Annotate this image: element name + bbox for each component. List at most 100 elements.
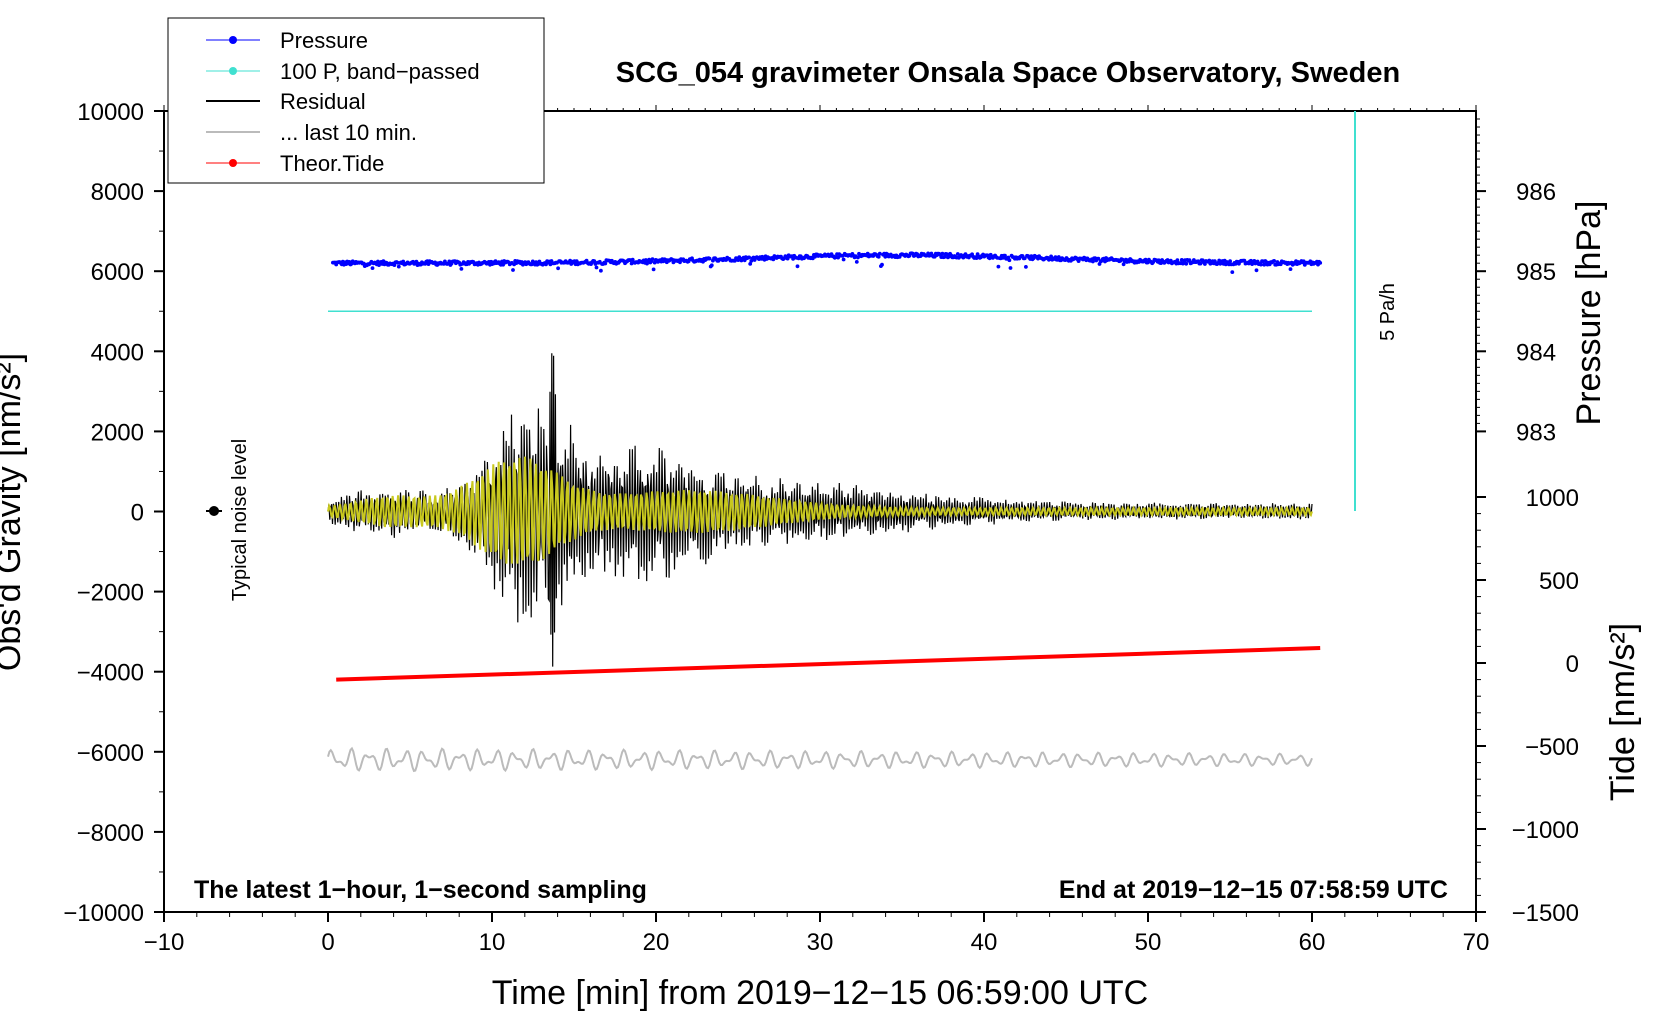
x-tick-label: 0 xyxy=(321,929,334,956)
x-tick-label: 10 xyxy=(479,929,506,956)
x-tick-label: 50 xyxy=(1135,929,1162,956)
tide-tick-label: −500 xyxy=(1525,734,1579,761)
pressure-point xyxy=(942,255,947,259)
rate-bar-label: 5 Pa/h xyxy=(1377,283,1399,341)
pressure-point xyxy=(880,262,884,267)
y-tick-label: −2000 xyxy=(77,580,144,607)
end-time-note: End at 2019−12−15 07:58:59 UTC xyxy=(1059,876,1448,904)
pressure-point xyxy=(1008,266,1013,270)
series-tide xyxy=(336,646,1321,682)
pressure-point xyxy=(707,256,712,261)
legend: Pressure 100 P, band−passed Residual ...… xyxy=(167,17,545,184)
tide-tick-label: 1000 xyxy=(1526,485,1579,512)
pressure-point xyxy=(1143,257,1148,262)
pressure-point xyxy=(651,267,656,272)
pressure-point xyxy=(877,251,882,256)
sampling-note: The latest 1−hour, 1−second sampling xyxy=(194,876,647,904)
y-tick-label: 4000 xyxy=(91,339,144,366)
pressure-point xyxy=(370,266,375,270)
pressure-point xyxy=(1198,261,1203,266)
pressure-point xyxy=(1056,255,1061,259)
legend-label-residual: Residual xyxy=(280,89,366,114)
x-tick-label: 60 xyxy=(1299,929,1326,956)
pressure-point xyxy=(1228,259,1232,263)
x-tick-label: 30 xyxy=(807,929,834,956)
pressure-point xyxy=(459,267,464,271)
noise-level-dot xyxy=(209,506,219,516)
pressure-point xyxy=(996,264,1001,269)
y-axis-title-pressure: Pressure [hPa] xyxy=(1570,201,1608,426)
legend-marker-pressure xyxy=(229,36,237,44)
pressure-point xyxy=(748,262,753,266)
series-last-10-min xyxy=(327,746,1313,773)
pressure-point xyxy=(1091,259,1095,264)
series-pressure xyxy=(331,251,1323,274)
y-tick-label: 0 xyxy=(131,500,144,527)
pressure-point xyxy=(1022,256,1027,261)
y-tick-label: 8000 xyxy=(91,179,144,206)
series-residual-filtered xyxy=(327,456,1313,564)
pressure-point xyxy=(511,268,515,272)
pressure-point xyxy=(883,254,888,259)
pressure-point xyxy=(1203,262,1207,266)
pressure-tick-label: 986 xyxy=(1516,179,1556,206)
pressure-point xyxy=(396,264,401,269)
pressure-tick-label: 985 xyxy=(1516,259,1556,286)
y-tick-label: −6000 xyxy=(77,740,144,767)
legend-marker-bandpass xyxy=(229,67,237,75)
pressure-point xyxy=(940,251,945,256)
legend-label-last10: ... last 10 min. xyxy=(280,120,417,145)
ticks-layer: −10 0 10 20 30 40 50 60 701000080006000400020000… xyxy=(63,99,1579,956)
tide-line xyxy=(336,646,1321,682)
series-layer xyxy=(327,251,1323,773)
noise-level-label: Typical noise level xyxy=(229,439,251,601)
x-tick-label: 20 xyxy=(643,929,670,956)
pressure-point xyxy=(1121,262,1126,267)
legend-label-pressure: Pressure xyxy=(280,28,368,53)
pressure-point xyxy=(1096,256,1101,261)
x-tick-label: 70 xyxy=(1463,929,1490,956)
pressure-point xyxy=(1242,258,1247,263)
x-tick-label: 40 xyxy=(971,929,998,956)
pressure-point xyxy=(1230,270,1235,274)
chart-title: SCG_054 gravimeter Onsala Space Observat… xyxy=(616,57,1400,89)
pressure-point xyxy=(854,260,859,264)
pressure-point xyxy=(1262,262,1267,267)
legend-item-tide: Theor.Tide xyxy=(206,151,384,176)
legend-item-bandpass: 100 P, band−passed xyxy=(206,59,480,84)
pressure-point xyxy=(1288,267,1293,271)
y-tick-label: −8000 xyxy=(77,820,144,847)
pressure-point xyxy=(1007,258,1012,263)
x-tick-label: −10 xyxy=(144,929,185,956)
y-tick-label: −10000 xyxy=(63,900,144,927)
pressure-point xyxy=(556,266,560,271)
legend-label-bandpass: 100 P, band−passed xyxy=(280,59,480,84)
pressure-point xyxy=(1272,259,1276,263)
pressure-point xyxy=(1024,265,1028,269)
pressure-point xyxy=(876,254,881,259)
pressure-point xyxy=(1254,268,1259,273)
pressure-point xyxy=(1184,261,1189,266)
pressure-point xyxy=(795,264,800,269)
pressure-point xyxy=(1259,262,1263,267)
legend-item-pressure: Pressure xyxy=(206,28,368,53)
y-tick-label: 6000 xyxy=(91,259,144,286)
pressure-point xyxy=(650,257,655,262)
pressure-tick-label: 984 xyxy=(1516,339,1556,366)
pressure-point xyxy=(603,261,608,266)
legend-label-tide: Theor.Tide xyxy=(280,151,384,176)
y-axis-title-left: Obs'd Gravity [nm/s²] xyxy=(0,353,28,671)
tide-tick-label: −1000 xyxy=(1512,817,1579,844)
tide-tick-label: −1500 xyxy=(1512,900,1579,927)
tide-tick-label: 0 xyxy=(1566,651,1579,678)
pressure-point xyxy=(709,263,714,268)
pressure-point xyxy=(1207,258,1212,263)
tide-tick-label: 500 xyxy=(1539,568,1579,595)
y-tick-label: 2000 xyxy=(91,419,144,446)
pressure-point xyxy=(1318,261,1323,265)
pressure-point xyxy=(401,259,406,264)
legend-marker-tide xyxy=(229,159,237,167)
y-tick-label: 10000 xyxy=(77,99,144,126)
legend-item-last10: ... last 10 min. xyxy=(206,120,417,145)
pressure-point xyxy=(1187,258,1192,262)
